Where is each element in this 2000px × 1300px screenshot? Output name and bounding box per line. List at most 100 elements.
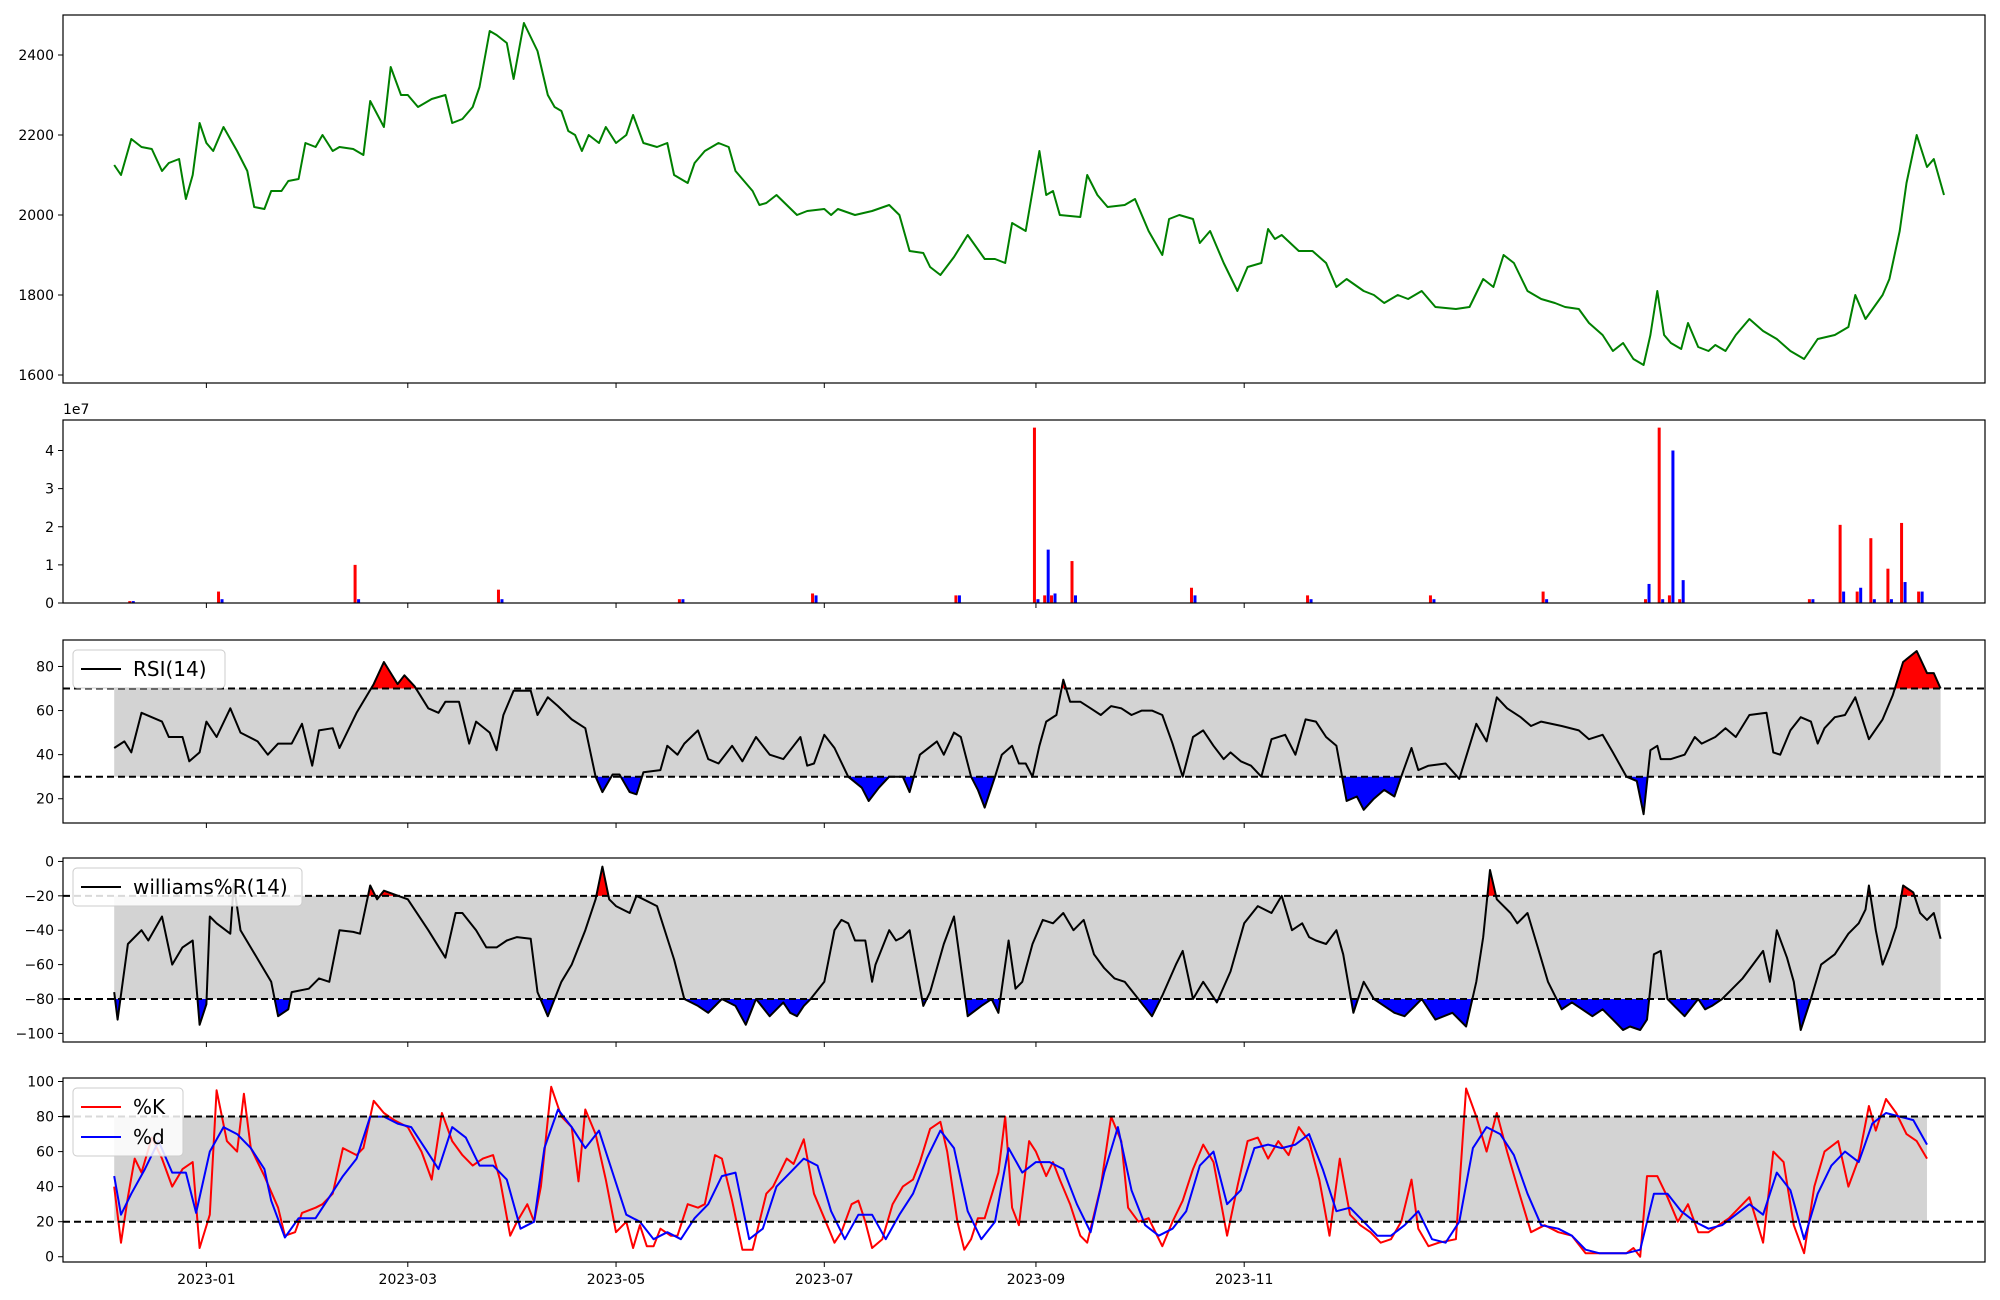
volume-bar-down xyxy=(1046,549,1050,603)
volume-bar-up xyxy=(677,599,681,603)
volume-bar-up xyxy=(1838,524,1842,603)
volume-bar-down xyxy=(1920,591,1924,603)
price-panel: 1600 1800 2000 2200 2400 xyxy=(18,14,1986,388)
williams-panel: 0 −20 −40 −60 −80 −100 williams%R(14) xyxy=(16,854,1986,1047)
volume-bar-down xyxy=(220,599,224,603)
volume-bar-up xyxy=(1900,522,1904,603)
y-tick-label: 3 xyxy=(45,482,54,498)
williams-overbought-fill xyxy=(596,866,609,896)
volume-bar-down xyxy=(1811,599,1815,603)
rsi-series-line-main xyxy=(113,650,1942,816)
y-tick-label: 2 xyxy=(45,520,54,536)
williams-oversold-fill xyxy=(540,999,555,1017)
y-tick-label: 80 xyxy=(36,1110,54,1126)
y-tick-label: −100 xyxy=(16,1026,54,1042)
williams-overbought-fill xyxy=(1901,885,1915,896)
rsi-band xyxy=(114,688,1941,777)
y-tick-label: 20 xyxy=(36,1215,54,1231)
volume-bar-down xyxy=(1889,599,1893,603)
y-tick-label: 0 xyxy=(45,596,54,612)
volume-axes-frame xyxy=(62,419,1986,604)
rsi-legend-label: RSI(14) xyxy=(133,657,207,681)
stochastic-legend-label: %K xyxy=(133,1095,166,1119)
x-tick-label: 2023-05 xyxy=(587,1272,646,1288)
y-tick-label: 40 xyxy=(36,748,54,764)
y-tick-label: −80 xyxy=(24,992,54,1008)
rsi-overbought-fill xyxy=(1894,651,1941,689)
volume-bar-up xyxy=(1855,591,1859,603)
volume-bar-down xyxy=(1647,583,1651,603)
volume-bar-down xyxy=(131,601,135,603)
rsi-oversold-fill xyxy=(848,776,890,801)
volume-bar-up xyxy=(1678,599,1682,603)
volume-bar-up xyxy=(1807,599,1811,603)
y-tick-label: 100 xyxy=(27,1075,54,1091)
volume-bar-up xyxy=(1428,595,1432,603)
volume-bar-down xyxy=(1903,582,1907,603)
y-tick-label: −20 xyxy=(24,889,54,905)
y-tick-label: 1800 xyxy=(18,288,54,304)
volume-bar-up xyxy=(954,595,958,603)
volume-bar-down xyxy=(1074,595,1078,603)
x-tick-label: 2023-09 xyxy=(1007,1272,1066,1288)
williams-oversold-fill xyxy=(1667,999,1699,1017)
volume-bar-down xyxy=(500,599,504,603)
williams-oversold-fill xyxy=(756,999,811,1017)
volume-bar-down xyxy=(681,599,685,603)
volume-bar-up xyxy=(1869,538,1873,603)
volume-bar-down xyxy=(1671,450,1675,603)
volume-bar-up xyxy=(496,589,500,603)
volume-bar-up xyxy=(1050,595,1054,603)
x-tick-label: 2023-01 xyxy=(177,1272,236,1288)
y-tick-label: 2400 xyxy=(18,48,54,64)
y-tick-label: −40 xyxy=(24,923,54,939)
volume-bar-up xyxy=(217,591,221,603)
williams-series-line-main xyxy=(113,865,1942,1031)
price-series-line-main xyxy=(113,22,1945,366)
volume-bar-up xyxy=(1886,568,1890,603)
stochastic-axes-frame xyxy=(62,1077,1986,1263)
rsi-legend-box xyxy=(72,649,226,689)
y-tick-label: 80 xyxy=(36,659,54,675)
williams-legend-box xyxy=(72,867,303,907)
price-axes-frame xyxy=(62,14,1986,384)
x-tick-label: 2023-03 xyxy=(379,1272,438,1288)
rsi-overbought-fill xyxy=(371,662,416,689)
volume-bar-down xyxy=(814,595,818,603)
williams-oversold-fill xyxy=(1373,999,1422,1017)
williams-oversold-fill xyxy=(1421,999,1473,1027)
rsi-oversold-fill xyxy=(1342,776,1402,810)
y-tick-label: −60 xyxy=(24,958,54,974)
volume-bar-up xyxy=(353,564,357,603)
stochastic-series-line-pctd xyxy=(113,1108,1928,1255)
volume-bar-down xyxy=(357,599,361,603)
rsi-axes-frame xyxy=(62,639,1986,824)
volume-bar-up xyxy=(1667,595,1671,603)
y-tick-label: 0 xyxy=(45,854,54,870)
volume-bar-down xyxy=(1859,587,1863,603)
rsi-oversold-fill xyxy=(595,776,612,793)
y-tick-label: 1 xyxy=(45,558,54,574)
volume-bar-down xyxy=(1661,599,1665,603)
y-tick-label: 2000 xyxy=(18,208,54,224)
volume-bar-down xyxy=(1872,599,1876,603)
volume-bar-up xyxy=(1189,587,1193,603)
y-tick-label: 60 xyxy=(36,1145,54,1161)
volume-bar-up xyxy=(128,601,132,603)
x-tick-label: 2023-11 xyxy=(1215,1272,1274,1288)
volume-bar-down xyxy=(1432,599,1436,603)
williams-legend-label: williams%R(14) xyxy=(133,875,288,899)
y-tick-label: 20 xyxy=(36,792,54,808)
volume-bar-down xyxy=(1053,593,1057,603)
rsi-oversold-fill xyxy=(971,776,995,808)
volume-panel: 0 1 2 3 4 1e7 xyxy=(45,402,1986,612)
volume-bar-down xyxy=(1545,599,1549,603)
stochastic-legend-box xyxy=(72,1087,184,1157)
y-tick-label: 40 xyxy=(36,1180,54,1196)
y-tick-label: 4 xyxy=(45,444,54,460)
williams-oversold-fill xyxy=(1138,999,1161,1017)
williams-oversold-fill xyxy=(684,999,722,1013)
rsi-panel: 20 40 60 80 RSI(14) xyxy=(36,639,1986,828)
y-tick-label: 1600 xyxy=(18,368,54,384)
